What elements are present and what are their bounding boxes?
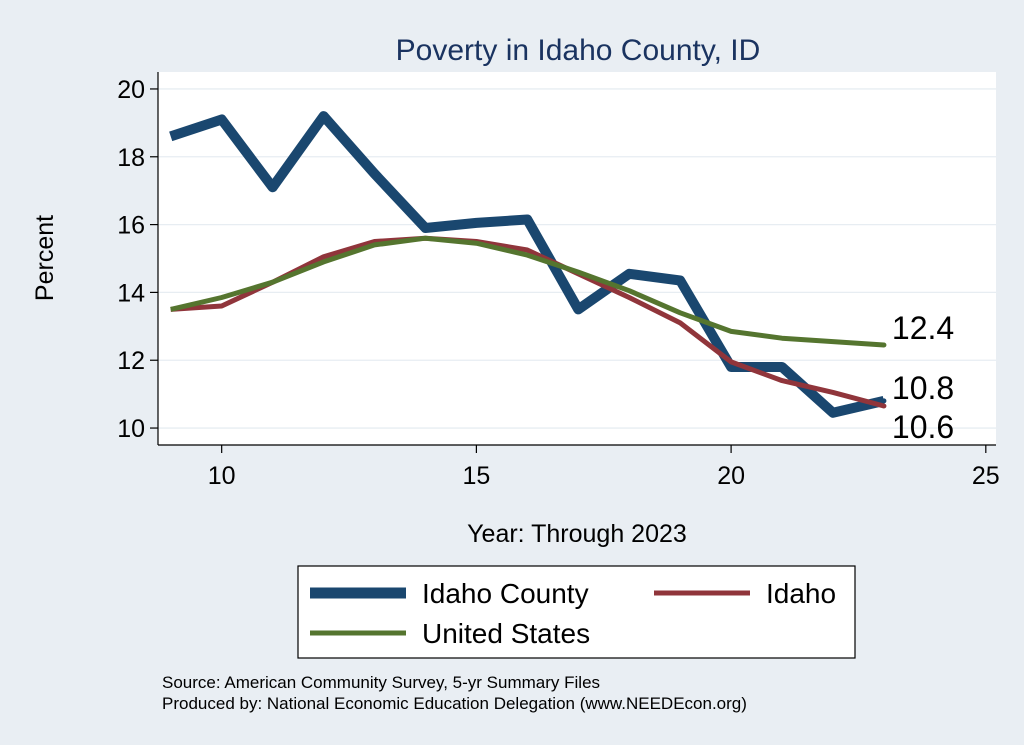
end-value-label: 10.6	[892, 409, 954, 445]
end-labels: 10.810.6 12.4	[881, 310, 954, 445]
axis-ticks: 10 12 14 16 18 20 10 15 20 25	[117, 76, 1000, 490]
x-axis-title: Year: Through 2023	[467, 520, 687, 548]
end-marker	[881, 342, 887, 348]
y-tick-label: 16	[117, 212, 145, 240]
producer-note: Produced by: National Economic Education…	[162, 694, 747, 713]
y-tick-label: 10	[117, 415, 145, 443]
chart-title: Poverty in Idaho County, ID	[396, 34, 761, 67]
end-marker	[881, 398, 887, 404]
end-value-label: 12.4	[892, 310, 954, 346]
y-tick-label: 12	[117, 347, 145, 375]
y-axis-title: Percent	[31, 215, 59, 301]
y-tick-label: 20	[117, 76, 145, 104]
series-lines	[169, 111, 886, 418]
x-tick-label: 25	[972, 462, 1000, 490]
x-tick-label: 15	[462, 462, 490, 490]
legend-label: Idaho	[766, 578, 836, 609]
x-tick-label: 20	[717, 462, 745, 490]
legend-box	[297, 565, 856, 659]
x-tick-label: 10	[208, 462, 236, 490]
plot-area	[158, 72, 996, 445]
y-tick-label: 14	[117, 279, 145, 307]
series-line-united-states	[170, 235, 885, 348]
legend: Idaho County Idaho United States	[310, 578, 836, 649]
legend-label: United States	[422, 618, 590, 649]
end-marker	[881, 403, 887, 409]
y-tick-label: 18	[117, 144, 145, 172]
source-note: Source: American Community Survey, 5-yr …	[162, 673, 600, 692]
series-line-idaho-county	[169, 111, 886, 418]
gridlines	[158, 88, 996, 429]
end-value-label: 10.8	[892, 370, 954, 406]
legend-label: Idaho County	[422, 578, 589, 609]
